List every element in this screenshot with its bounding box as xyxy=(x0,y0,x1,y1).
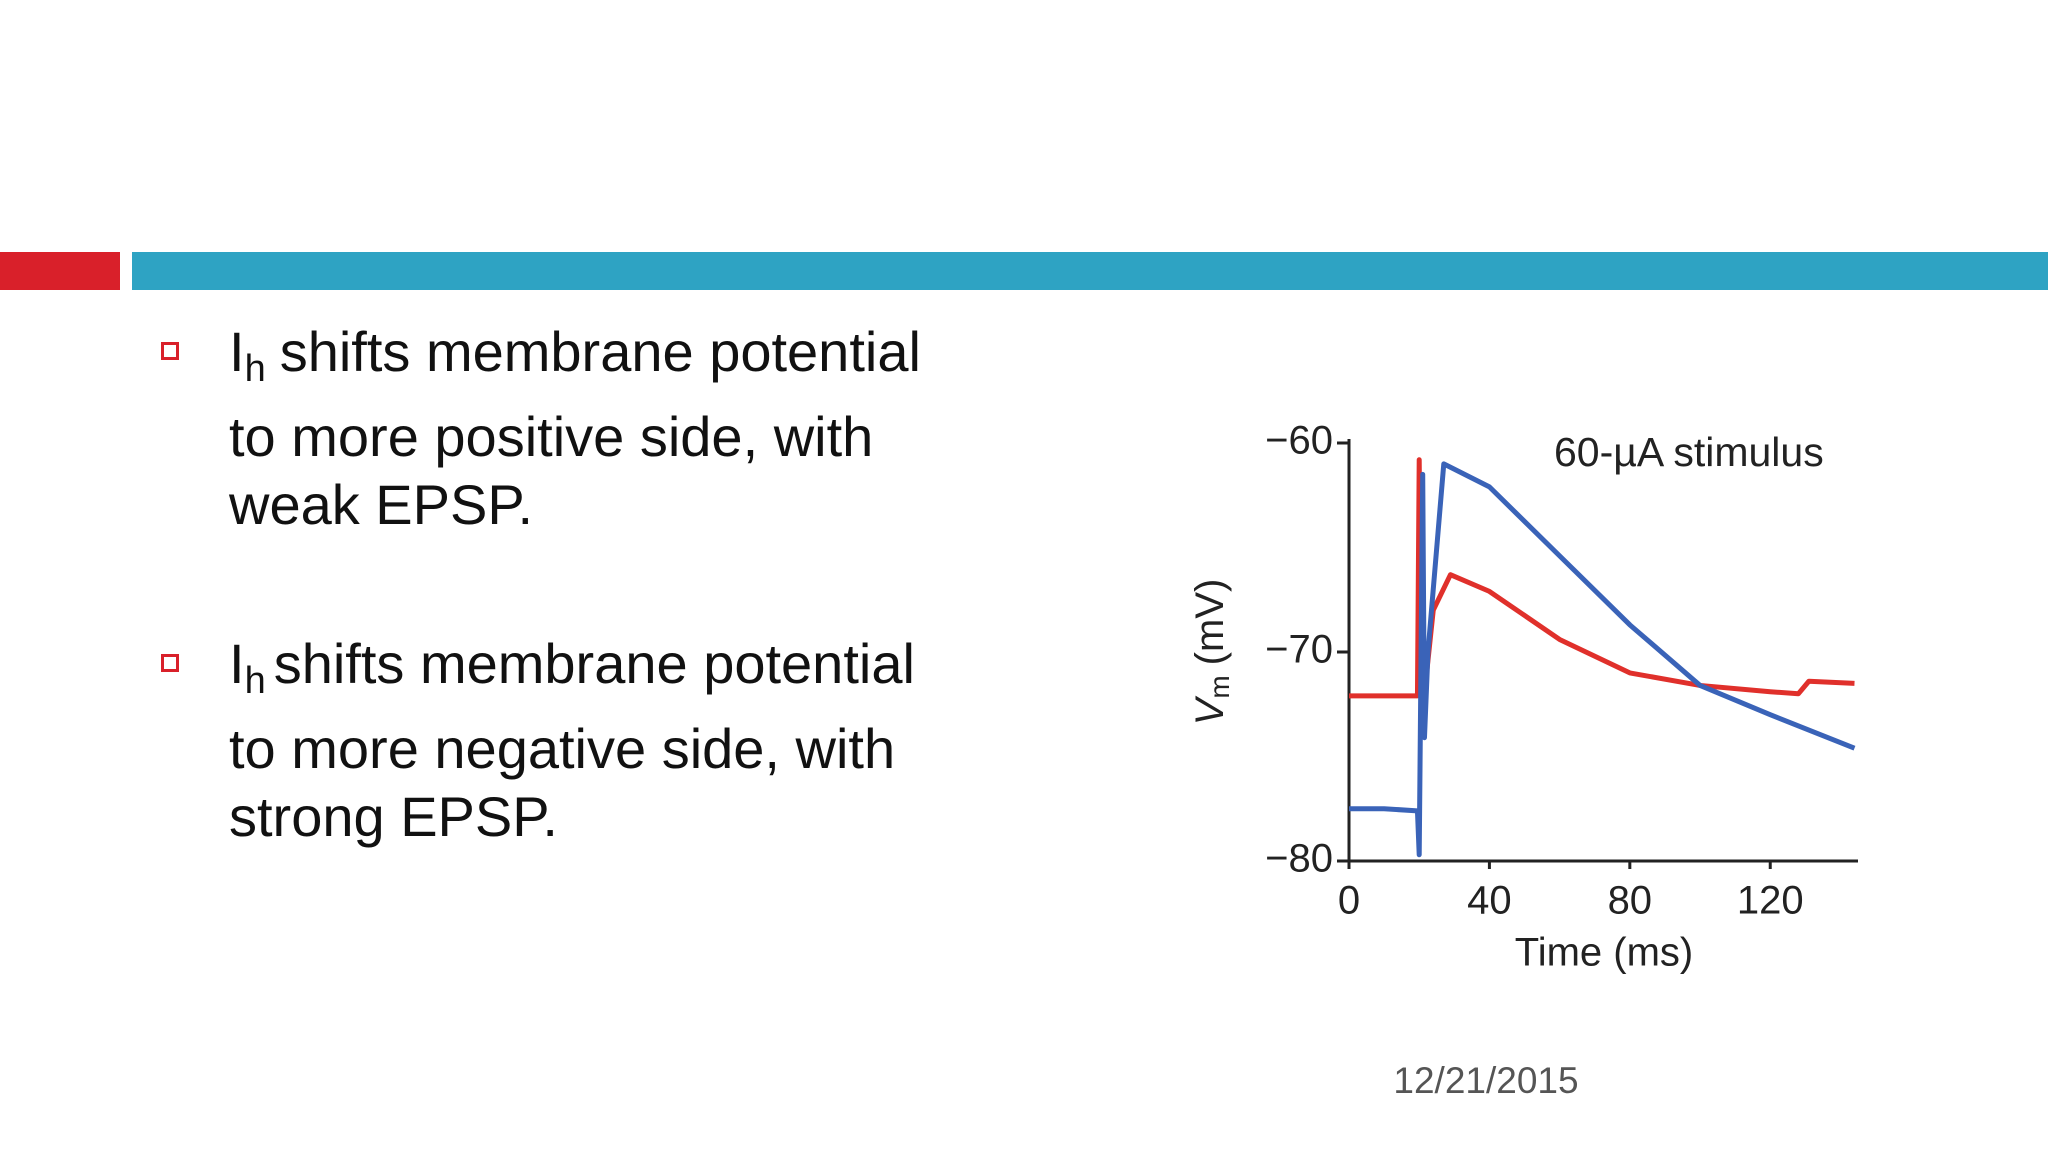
x-tick-label: 80 xyxy=(1608,879,1653,923)
text: shifts membrane potential xyxy=(279,320,921,383)
trace xyxy=(1349,461,1856,858)
bullet: Ih shifts membrane potential to more nega… xyxy=(161,630,915,851)
y-tick-label: −70 xyxy=(1265,628,1333,672)
unit: (mV) xyxy=(1188,579,1232,666)
bullet-line: to more negative side, with xyxy=(229,717,896,780)
bullet-line: Ih shifts membrane potential xyxy=(229,318,921,403)
y-axis-label: Vm (mV) xyxy=(1188,579,1236,726)
subscript: h xyxy=(244,348,266,390)
subscript: m xyxy=(1204,675,1235,698)
annotation: 60-µA stimulus xyxy=(1554,429,1824,475)
subscript: h xyxy=(244,660,266,702)
y-tick-label: −60 xyxy=(1265,419,1333,463)
x-tick-label: 40 xyxy=(1467,879,1512,923)
accent-bar xyxy=(0,252,120,290)
bullet-line: Ih shifts membrane potential xyxy=(229,630,915,715)
bullet-marker xyxy=(161,342,179,360)
symbol: I xyxy=(229,632,245,695)
bullet: Ih shifts membrane potential to more posi… xyxy=(161,318,921,539)
bullet-line: weak EPSP. xyxy=(229,473,534,536)
symbol: V xyxy=(1188,695,1232,725)
bullet-marker xyxy=(161,654,179,672)
bullet-line: strong EPSP. xyxy=(229,785,558,848)
x-tick-label: 0 xyxy=(1338,879,1360,923)
symbol: I xyxy=(229,320,245,383)
date: 12/21/2015 xyxy=(1393,1060,1579,1101)
header-bar xyxy=(132,252,2048,290)
x-tick-label: 120 xyxy=(1737,879,1804,923)
y-tick-label: −80 xyxy=(1265,837,1333,881)
text: shifts membrane potential xyxy=(273,632,915,695)
bullet-line: to more positive side, with xyxy=(229,405,874,468)
trace xyxy=(1349,457,1855,699)
x-axis-label: Time (ms) xyxy=(1515,931,1693,975)
